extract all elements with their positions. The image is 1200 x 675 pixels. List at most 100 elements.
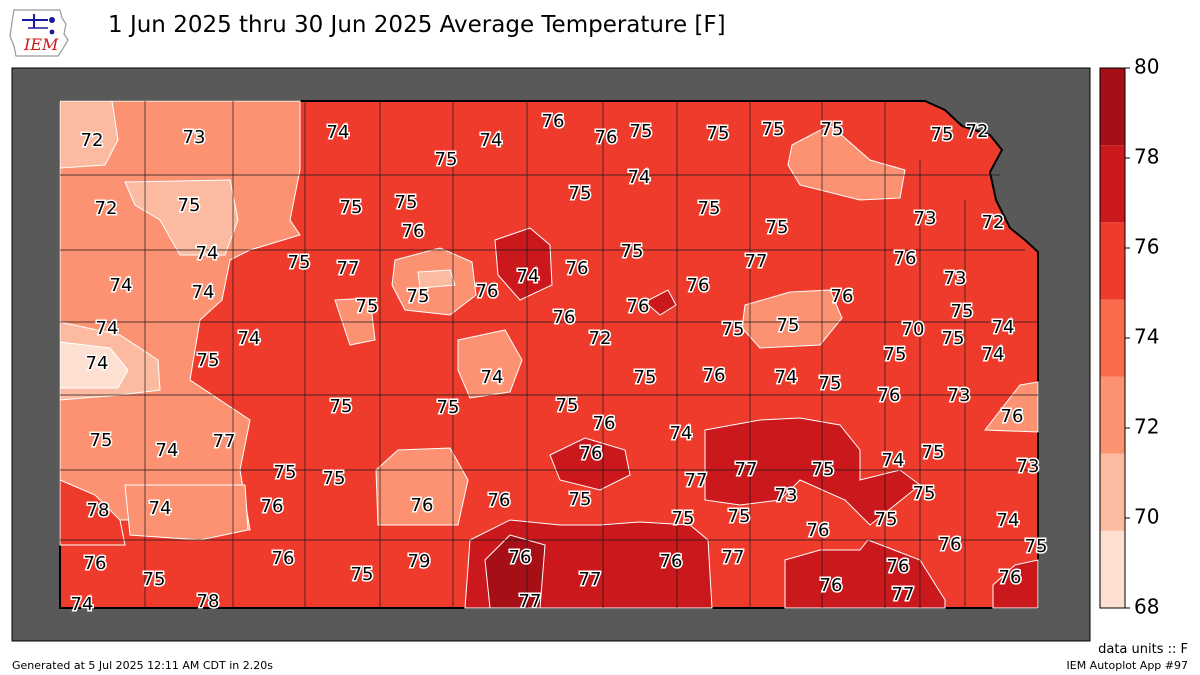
station-value-label: 75	[407, 286, 430, 307]
station-value-label: 75	[821, 119, 844, 140]
station-value-label: 74	[327, 122, 350, 143]
station-value-label: 74	[882, 450, 905, 471]
station-value-label: 77	[213, 431, 236, 452]
station-value-label: 75	[913, 483, 936, 504]
station-value-label: 76	[261, 496, 284, 517]
station-value-label: 73	[948, 385, 971, 406]
station-value-label: 78	[87, 500, 110, 521]
station-value-label: 75	[435, 149, 458, 170]
station-value-label: 73	[775, 485, 798, 506]
station-value-label: 75	[812, 459, 835, 480]
logo-text: IEM	[23, 35, 59, 54]
station-value-label: 75	[274, 462, 297, 483]
station-value-label: 76	[627, 296, 650, 317]
units-label: data units :: F	[1098, 642, 1188, 657]
station-value-label: 75	[951, 301, 974, 322]
station-value-label: 76	[831, 286, 854, 307]
station-value-label: 74	[149, 498, 172, 519]
station-value-label: 73	[183, 127, 206, 148]
station-value-label: 75	[630, 121, 653, 142]
station-value-label: 74	[156, 440, 179, 461]
station-value-label: 75	[922, 442, 945, 463]
station-value-label: 74	[481, 367, 504, 388]
station-value-label: 75	[395, 192, 418, 213]
station-value-label: 75	[707, 123, 730, 144]
contour-70-72-c1	[417, 269, 456, 289]
station-value-label: 75	[178, 195, 201, 216]
colorbar-segment	[1100, 453, 1125, 531]
contour-76-78-c	[644, 289, 677, 316]
station-value-label: 75	[330, 396, 353, 417]
contour-72-74-c3	[334, 297, 376, 346]
station-value-label: 75	[942, 328, 965, 349]
station-value-label: 72	[589, 328, 612, 349]
colorbar-tick-label: 76	[1134, 235, 1159, 259]
station-value-label: 74	[192, 282, 215, 303]
station-value-label: 76	[402, 221, 425, 242]
station-value-label: 74	[86, 353, 109, 374]
station-value-label: 74	[992, 317, 1015, 338]
station-value-label: 73	[944, 268, 967, 289]
station-value-label: 75	[884, 344, 907, 365]
station-value-label: 76	[542, 111, 565, 132]
station-value-label: 76	[476, 281, 499, 302]
colorbar-tick-label: 70	[1134, 505, 1159, 529]
station-value-label: 73	[914, 208, 937, 229]
contour-72-74-c5	[741, 289, 843, 349]
station-value-label: 75	[288, 252, 311, 273]
station-value-label: 77	[519, 591, 542, 612]
station-value-label: 75	[766, 217, 789, 238]
contour-72-74-ne	[787, 124, 906, 201]
station-value-label: 76	[509, 547, 532, 568]
station-value-label: 74	[110, 275, 133, 296]
station-value-label: 74	[480, 130, 503, 151]
station-value-label: 75	[931, 124, 954, 145]
colorbar-segment	[1100, 530, 1125, 608]
station-value-label: 75	[143, 569, 166, 590]
station-value-label: 74	[238, 328, 261, 349]
station-value-label: 76	[894, 248, 917, 269]
station-value-label: 74	[628, 167, 651, 188]
station-value-label: 74	[982, 344, 1005, 365]
station-value-label: 76	[595, 127, 618, 148]
colorbar-tick-label: 78	[1134, 145, 1159, 169]
station-value-label: 75	[875, 509, 898, 530]
station-value-label: 77	[745, 251, 768, 272]
station-value-label: 76	[580, 443, 603, 464]
station-value-label: 77	[735, 459, 758, 480]
station-value-label: 74	[775, 367, 798, 388]
county-boundaries	[60, 101, 1038, 608]
contour-76-78-a	[494, 227, 553, 301]
station-value-label: 75	[569, 489, 592, 510]
colorbar-segment	[1100, 376, 1125, 454]
station-value-label: 76	[887, 556, 910, 577]
colorbar-segment	[1100, 299, 1125, 377]
colorbar-segment	[1100, 145, 1125, 223]
station-value-label: 76	[939, 534, 962, 555]
station-value-label: 72	[95, 198, 118, 219]
station-value-label: 75	[556, 395, 579, 416]
colorbar-tick-label: 68	[1134, 595, 1159, 619]
generated-timestamp: Generated at 5 Jul 2025 12:11 AM CDT in …	[12, 659, 273, 672]
station-value-label: 78	[197, 591, 220, 612]
station-value-label: 74	[96, 318, 119, 339]
contour-72-74-c2	[457, 329, 523, 399]
station-value-label: 75	[323, 468, 346, 489]
contour-72-74-se	[984, 381, 1039, 433]
station-value-label: 77	[722, 547, 745, 568]
station-value-label: 76	[566, 258, 589, 279]
contour-68-70-west	[59, 341, 129, 389]
station-value-label: 75	[356, 296, 379, 317]
station-value-label: 75	[569, 183, 592, 204]
colorbar-segment	[1100, 68, 1125, 146]
station-value-label: 76	[878, 385, 901, 406]
station-value-label: 77	[685, 470, 708, 491]
station-value-label: 73	[1017, 456, 1040, 477]
station-value-label: 76	[272, 548, 295, 569]
station-value-label: 75	[722, 319, 745, 340]
station-value-label: 75	[762, 119, 785, 140]
station-value-label: 75	[819, 373, 842, 394]
contour-72-74-c4	[375, 447, 469, 526]
contour-76-78-b	[549, 437, 631, 491]
